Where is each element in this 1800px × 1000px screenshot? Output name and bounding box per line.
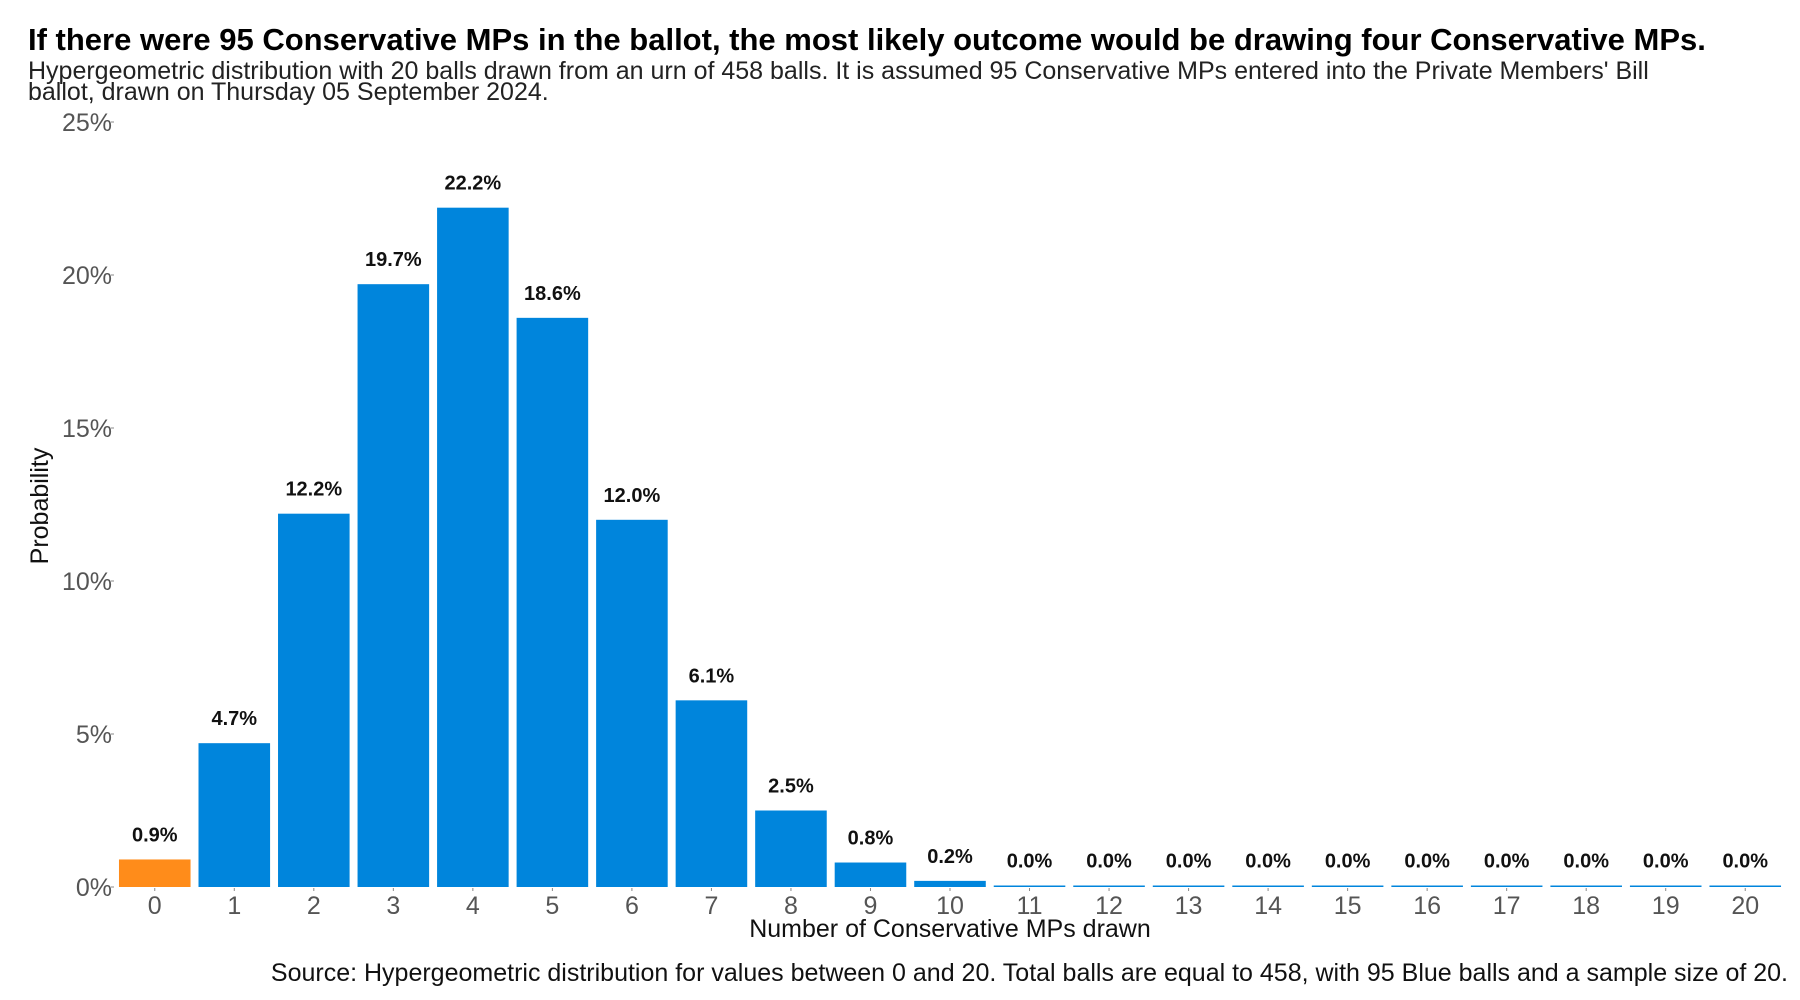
bar-0 bbox=[118, 859, 191, 887]
data-label-9: 0.8% bbox=[848, 828, 894, 850]
data-label-13: 0.0% bbox=[1166, 851, 1212, 873]
bar-1 bbox=[198, 743, 271, 887]
data-label-20: 0.0% bbox=[1722, 851, 1768, 873]
x-tick-label-14: 14 bbox=[1254, 892, 1282, 920]
data-label-6: 12.0% bbox=[604, 485, 661, 507]
y-tick-label: 15% bbox=[62, 415, 112, 443]
bar-19 bbox=[1629, 885, 1702, 887]
x-tick-label-19: 19 bbox=[1652, 892, 1680, 920]
x-tick-label-2: 2 bbox=[307, 892, 321, 920]
data-label-1: 4.7% bbox=[211, 708, 257, 730]
data-label-14: 0.0% bbox=[1245, 851, 1291, 873]
bar-3 bbox=[357, 284, 430, 887]
x-tick-label-15: 15 bbox=[1334, 892, 1362, 920]
chart-title: If there were 95 Conservative MPs in the… bbox=[28, 22, 1706, 57]
data-label-12: 0.0% bbox=[1086, 851, 1132, 873]
chart-subtitle: Hypergeometric distribution with 20 ball… bbox=[28, 57, 1649, 106]
bar-7 bbox=[675, 700, 748, 887]
source-note: Source: Hypergeometric distribution for … bbox=[270, 959, 1788, 987]
bars bbox=[118, 207, 1782, 888]
bar-14 bbox=[1232, 885, 1304, 887]
y-axis-title: Probability bbox=[26, 447, 54, 564]
x-tick-label-6: 6 bbox=[625, 892, 639, 920]
bar-8 bbox=[755, 810, 827, 887]
data-label-18: 0.0% bbox=[1563, 851, 1609, 873]
x-axis: 0 1 2 3 4 5 6 7 8 9 10 11 12 13 14 15 16 17 18 19 20 bbox=[148, 888, 1759, 920]
y-tick-label: 0% bbox=[76, 874, 112, 902]
x-tick-label-1: 1 bbox=[227, 892, 241, 920]
data-label-16: 0.0% bbox=[1404, 851, 1450, 873]
x-tick-label-20: 20 bbox=[1731, 892, 1759, 920]
x-tick-label-0: 0 bbox=[148, 892, 162, 920]
bar-15 bbox=[1311, 885, 1384, 887]
data-label-19: 0.0% bbox=[1643, 851, 1689, 873]
data-labels: 0.9% 4.7% 12.2% 19.7% 22.2% 18.6% 12.0% 6.1% 2.5… bbox=[132, 173, 1768, 873]
data-label-15: 0.0% bbox=[1325, 851, 1371, 873]
data-label-7: 6.1% bbox=[689, 665, 735, 687]
y-tick-label: 25% bbox=[62, 109, 112, 137]
x-tick-label-5: 5 bbox=[545, 892, 559, 920]
bar-4 bbox=[437, 207, 509, 887]
data-label-5: 18.6% bbox=[524, 283, 581, 305]
x-tick-label-3: 3 bbox=[386, 892, 400, 920]
y-tick-label: 10% bbox=[62, 568, 112, 596]
x-tick-label-12: 12 bbox=[1095, 892, 1123, 920]
bar-18 bbox=[1550, 885, 1622, 887]
x-tick-label-17: 17 bbox=[1493, 892, 1521, 920]
x-axis-title: Number of Conservative MPs drawn bbox=[749, 915, 1151, 943]
data-label-2: 12.2% bbox=[285, 479, 342, 501]
data-label-11: 0.0% bbox=[1007, 851, 1053, 873]
bar-16 bbox=[1391, 885, 1463, 887]
y-tick-label: 5% bbox=[76, 721, 112, 749]
bar-20 bbox=[1709, 885, 1782, 887]
y-axis: 0% 5% 10% 15% 20% 25% bbox=[62, 109, 114, 902]
x-tick-label-18: 18 bbox=[1572, 892, 1600, 920]
bar-6 bbox=[596, 519, 668, 887]
data-label-10: 0.2% bbox=[927, 846, 973, 868]
bar-17 bbox=[1470, 885, 1543, 887]
x-tick-label-16: 16 bbox=[1413, 892, 1441, 920]
x-tick-label-8: 8 bbox=[784, 892, 798, 920]
x-tick-label-9: 9 bbox=[864, 892, 878, 920]
data-label-4: 22.2% bbox=[444, 173, 501, 195]
bar-13 bbox=[1152, 885, 1225, 887]
data-label-0: 0.9% bbox=[132, 824, 178, 846]
y-tick-label: 20% bbox=[62, 262, 112, 290]
bar-9 bbox=[834, 862, 907, 887]
data-label-8: 2.5% bbox=[768, 776, 814, 798]
data-label-17: 0.0% bbox=[1484, 851, 1530, 873]
bar-2 bbox=[278, 513, 350, 887]
bar-5 bbox=[516, 317, 589, 888]
bar-10 bbox=[914, 880, 986, 887]
bar-12 bbox=[1073, 885, 1145, 887]
bar-11 bbox=[993, 885, 1066, 887]
data-label-3: 19.7% bbox=[365, 249, 422, 271]
x-tick-label-4: 4 bbox=[466, 892, 480, 920]
x-tick-label-11: 11 bbox=[1017, 892, 1043, 920]
x-tick-label-13: 13 bbox=[1175, 892, 1203, 920]
x-tick-label-7: 7 bbox=[704, 892, 718, 920]
x-tick-label-10: 10 bbox=[936, 892, 964, 920]
